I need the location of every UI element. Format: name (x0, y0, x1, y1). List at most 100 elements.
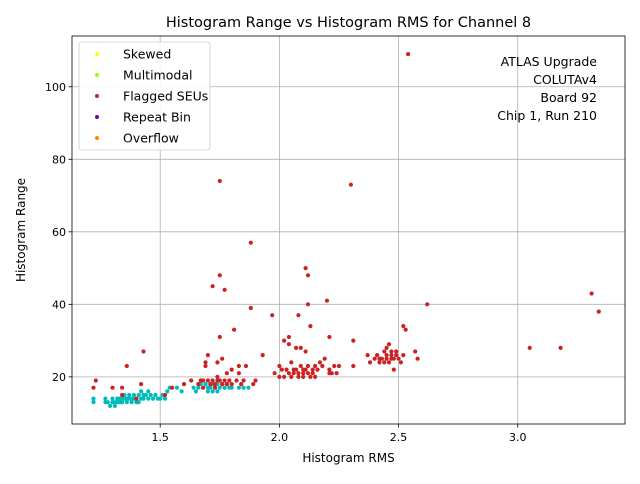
legend-marker-skewed (95, 52, 99, 56)
point-unlabelled (143, 392, 148, 398)
point-flagged-seus (308, 324, 313, 329)
point-flagged-seus (327, 334, 332, 340)
point-flagged-seus (210, 284, 215, 289)
legend-label-flagged-seus: Flagged SEUs (123, 89, 208, 104)
legend-marker-repeat-bin (95, 115, 99, 119)
legend-entry-skewed: Skewed (95, 47, 171, 62)
point-flagged-seus (377, 360, 382, 365)
point-flagged-seus (391, 356, 396, 361)
point-unlabelled (146, 396, 151, 401)
point-flagged-seus (298, 363, 303, 369)
y-tick-label: 40 (52, 298, 66, 311)
point-flagged-seus (224, 382, 229, 387)
point-flagged-seus (241, 378, 246, 383)
point-flagged-seus (227, 378, 232, 383)
point-unlabelled (129, 400, 134, 405)
point-unlabelled (91, 396, 96, 401)
point-flagged-seus (329, 371, 334, 376)
point-unlabelled (229, 385, 234, 390)
point-flagged-seus (208, 382, 213, 387)
annotation-line-3: Board 92 (540, 90, 597, 105)
point-flagged-seus (222, 378, 227, 383)
point-flagged-seus (162, 392, 168, 398)
point-flagged-seus (203, 363, 208, 369)
point-unlabelled (217, 385, 222, 390)
point-flagged-seus (375, 353, 380, 358)
point-unlabelled (108, 403, 113, 408)
point-unlabelled (120, 400, 125, 405)
point-flagged-seus (406, 52, 411, 57)
point-flagged-seus (303, 349, 308, 354)
annotation-line-4: Chip 1, Run 210 (497, 108, 597, 123)
legend-label-repeat-bin: Repeat Bin (123, 110, 191, 125)
legend-entry-overflow: Overflow (95, 131, 179, 146)
point-flagged-seus (527, 345, 532, 350)
point-flagged-seus (303, 367, 308, 372)
point-flagged-seus (217, 378, 222, 383)
annotation-line-1: ATLAS Upgrade (501, 54, 598, 69)
point-flagged-seus (286, 371, 291, 376)
point-flagged-seus (298, 345, 303, 350)
point-unlabelled (162, 396, 168, 401)
point-flagged-seus (310, 371, 315, 376)
point-flagged-seus (212, 382, 218, 387)
point-unlabelled (205, 389, 210, 394)
point-flagged-seus (305, 363, 311, 369)
point-flagged-seus (215, 374, 220, 379)
point-flagged-seus (384, 345, 389, 350)
point-flagged-seus (391, 367, 396, 372)
point-flagged-seus (320, 363, 325, 369)
point-flagged-seus (217, 273, 222, 278)
point-flagged-seus (327, 367, 332, 372)
point-flagged-seus (120, 392, 125, 398)
point-unlabelled (136, 400, 141, 405)
y-tick-label: 80 (52, 153, 66, 166)
point-flagged-seus (210, 378, 215, 383)
point-unlabelled (241, 385, 246, 390)
point-unlabelled (196, 385, 201, 390)
point-flagged-seus (348, 182, 353, 187)
point-flagged-seus (170, 385, 175, 390)
point-flagged-seus (110, 385, 115, 390)
point-flagged-seus (286, 342, 291, 347)
point-flagged-seus (305, 302, 311, 307)
point-flagged-seus (324, 298, 330, 303)
legend-label-skewed: Skewed (123, 47, 171, 62)
point-unlabelled (91, 400, 96, 405)
point-flagged-seus (313, 374, 318, 379)
point-unlabelled (191, 385, 196, 390)
point-flagged-seus (224, 371, 229, 376)
legend-marker-flagged-seus (95, 94, 99, 98)
point-flagged-seus (296, 371, 301, 376)
point-flagged-seus (93, 378, 98, 383)
point-unlabelled (141, 396, 146, 401)
point-flagged-seus (205, 353, 210, 358)
point-flagged-seus (365, 353, 370, 358)
legend-marker-multimodal (95, 73, 99, 77)
legend-marker-overflow (95, 136, 99, 140)
point-flagged-seus (351, 363, 356, 369)
point-flagged-seus (382, 360, 387, 365)
y-axis-label: Histogram Range (14, 178, 28, 282)
point-unlabelled (131, 392, 137, 398)
point-flagged-seus (201, 378, 206, 383)
point-unlabelled (193, 389, 198, 394)
point-flagged-seus (239, 382, 244, 387)
point-unlabelled (105, 400, 110, 405)
point-flagged-seus (296, 313, 301, 318)
point-unlabelled (203, 382, 208, 387)
point-flagged-seus (253, 378, 258, 383)
point-flagged-seus (134, 396, 139, 401)
point-flagged-seus (379, 356, 384, 361)
point-flagged-seus (120, 385, 125, 390)
point-flagged-seus (91, 385, 96, 390)
point-unlabelled (148, 392, 153, 398)
point-flagged-seus (196, 382, 201, 387)
point-flagged-seus (248, 305, 253, 311)
point-flagged-seus (294, 367, 299, 372)
point-unlabelled (222, 385, 227, 390)
point-flagged-seus (401, 324, 406, 329)
point-flagged-seus (336, 363, 342, 369)
y-tick-label: 100 (45, 81, 66, 94)
point-unlabelled (110, 396, 115, 401)
